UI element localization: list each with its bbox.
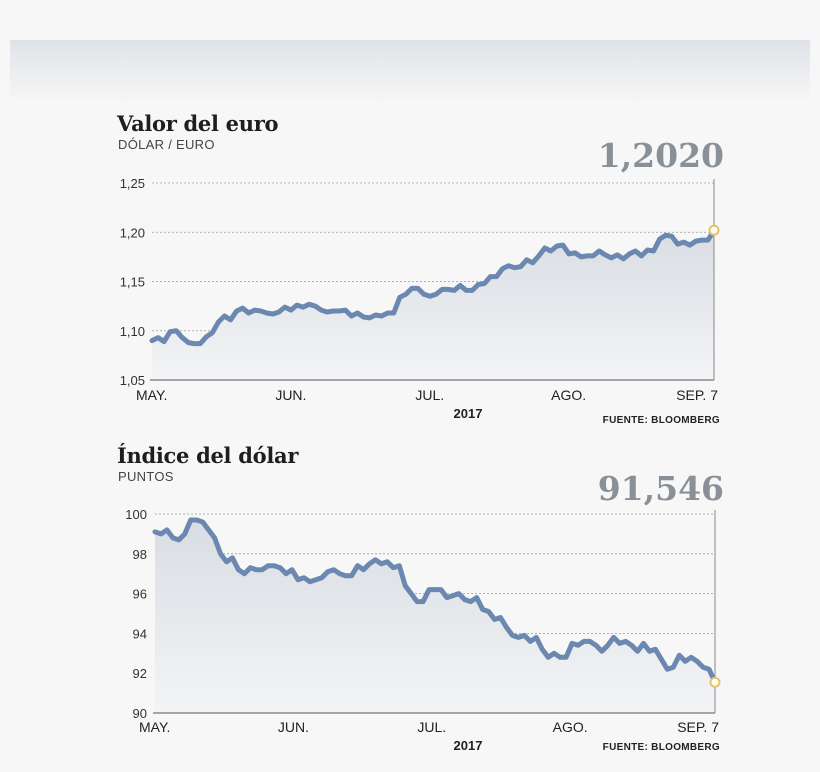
y-tick-label: 1,25 [120, 176, 145, 191]
header-band [10, 40, 810, 104]
euro-chart: 1,05 1,10 1,15 1,20 1,25 MAY. JUN. JUL. AGO. SEP.… [120, 176, 720, 426]
y-tick-label: 92 [133, 666, 147, 681]
y-tick-label: 94 [133, 626, 147, 641]
year-label: 2017 [454, 406, 483, 421]
y-tick-label: 1,10 [120, 324, 145, 339]
x-tick-label: JUN. [275, 387, 306, 403]
chart-title: Valor del euro [117, 111, 279, 136]
series-line [152, 517, 718, 685]
year-label: 2017 [454, 738, 483, 753]
last-value-label: 1,2020 [597, 136, 724, 175]
source-label: FUENTE: BLOOMBERG [603, 415, 720, 426]
x-tick-label: AGO. [553, 719, 588, 735]
x-tick-label: JUL. [417, 719, 446, 735]
last-value-label: 91,546 [597, 469, 724, 508]
x-tick-label: JUL. [415, 387, 444, 403]
chart-title: Índice del dólar [117, 443, 299, 468]
y-tick-label: 100 [125, 507, 147, 522]
y-tick-label: 1,15 [120, 275, 145, 290]
y-tick-label: 1,05 [120, 373, 145, 388]
chart-subtitle: DÓLAR / EURO [118, 137, 215, 152]
dollar-index-chart: 90 92 94 96 98 100 MAY. JUN. JUL. AGO. SEP. 7 2017 F… [125, 507, 721, 753]
y-tick-label: 98 [133, 547, 147, 562]
y-tick-label: 96 [133, 587, 147, 602]
series-area [155, 520, 715, 713]
y-tick-label: 1,20 [120, 225, 145, 240]
x-tick-label: SEP. 7 [677, 719, 719, 735]
last-value-marker [709, 676, 721, 688]
x-tick-label: AGO. [551, 387, 586, 403]
x-tick-label: MAY. [136, 387, 167, 403]
last-value-marker [708, 224, 720, 236]
chart-subtitle: PUNTOS [118, 469, 174, 484]
source-label: FUENTE: BLOOMBERG [603, 742, 720, 753]
series-area [152, 230, 714, 380]
x-tick-label: JUN. [278, 719, 309, 735]
x-tick-label: SEP. 7 [676, 387, 718, 403]
y-tick-label: 90 [133, 706, 147, 721]
x-tick-label: MAY. [139, 719, 170, 735]
series-line [149, 227, 717, 347]
